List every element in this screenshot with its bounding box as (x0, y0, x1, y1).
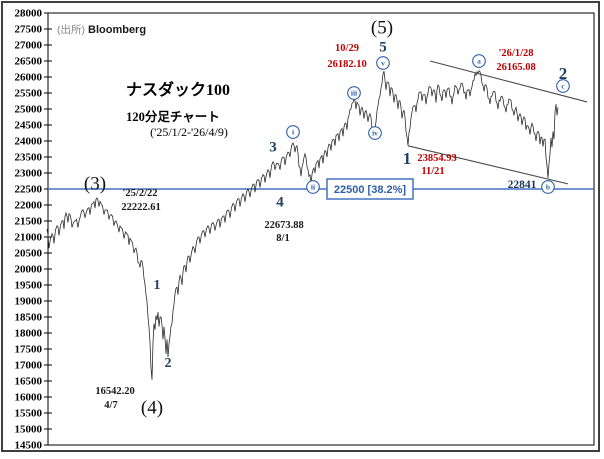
y-tick-label: 21500 (15, 216, 43, 228)
y-tick-label: 20500 (15, 248, 43, 260)
y-tick-label: 14500 (15, 440, 43, 452)
price-note-black: 4/7 (104, 400, 117, 411)
price-note-black: 22673.88 (264, 220, 303, 231)
wave-circle (556, 79, 570, 93)
y-tick-label: 15500 (15, 408, 43, 420)
fib-label-box (326, 178, 414, 200)
trend-line (429, 60, 588, 103)
wave-circled-label: c (561, 82, 565, 91)
y-tick-label: 24000 (15, 136, 43, 148)
price-note-black: 16542.20 (95, 386, 134, 397)
y-tick-label: 23000 (15, 168, 43, 180)
price-line (46, 70, 559, 380)
y-tick-label: 27000 (15, 40, 43, 52)
plot-border (47, 12, 595, 446)
y-tick-label: 24500 (15, 120, 43, 132)
figure-border (1, 1, 600, 452)
wave-major-label: (4) (141, 398, 163, 419)
y-tick-label: 16000 (15, 392, 43, 404)
wave-circled-label: b (546, 183, 550, 192)
price-note-red: 11/21 (421, 166, 444, 177)
wave-minor-label: 1 (154, 278, 161, 293)
wave-circled-label: ii (311, 183, 315, 192)
chart-date-range: ('25/1/2-'26/4/9) (150, 125, 228, 139)
y-tick-label: 25000 (15, 104, 43, 116)
y-tick-label: 26000 (15, 72, 43, 84)
chart-subtitle: 120分足チャート (126, 109, 220, 124)
wave-minor-label: 5 (379, 39, 387, 55)
wave-circle (347, 86, 361, 100)
wave-circle (306, 180, 320, 194)
wave-major-label: (3) (84, 174, 106, 195)
y-tick-label: 22000 (15, 200, 43, 212)
price-note-red: '26/1/28 (498, 48, 533, 59)
price-note-black: 8/1 (276, 233, 289, 244)
trend-line (407, 145, 569, 185)
y-tick-label: 16500 (15, 376, 43, 388)
price-series (46, 70, 559, 380)
y-tick-label: 26500 (15, 56, 43, 68)
price-note-red: 10/29 (335, 43, 359, 54)
y-tick-label: 28000 (15, 8, 43, 20)
wave-major-label: (5) (371, 18, 393, 39)
y-tick-label: 18500 (15, 312, 43, 324)
y-tick-label: 18000 (15, 328, 43, 340)
wave-minor-label: 4 (276, 194, 284, 210)
y-tick-label: 21000 (15, 232, 43, 244)
price-note-black: '25/2/22 (122, 188, 157, 199)
wave-minor-label: 2 (559, 64, 568, 83)
y-tick-label: 20000 (15, 264, 43, 276)
y-axis: 28000 27500 27000 26500 26000 25500 25000 24500… (15, 8, 52, 452)
chart-title: ナスダック100 (126, 80, 230, 99)
wave-circle (472, 54, 486, 68)
price-note-navy: 22841 (508, 179, 537, 191)
wave-circled-label: iii (351, 89, 357, 98)
y-tick-label: 15000 (15, 424, 43, 436)
price-note-red: 26165.08 (496, 62, 535, 73)
y-tick-label: 25500 (15, 88, 43, 100)
wave-circle (541, 180, 555, 194)
y-tick-label: 22500 (15, 184, 43, 196)
source-prefix: (出所) (57, 23, 85, 36)
fib-retracement-line: 22500 [38.2%] (48, 178, 594, 200)
wave-circle (368, 126, 382, 140)
wave-minor-label: 3 (269, 139, 277, 155)
source-name: Bloomberg (88, 24, 146, 36)
price-note-red: 26182.10 (327, 59, 366, 70)
y-tick-label: 17500 (15, 344, 43, 356)
price-note-red: 23854.93 (417, 153, 456, 164)
y-tick-label: 17000 (15, 360, 43, 372)
wave-circled-label: i (292, 128, 294, 137)
y-tick-label: 23500 (15, 152, 43, 164)
price-note-black: 22222.61 (121, 202, 160, 213)
wave-minor-label: 1 (403, 149, 412, 168)
wave-circled-label: v (381, 59, 385, 68)
trend-channel-lines (407, 60, 588, 185)
y-tick-label: 19000 (15, 296, 43, 308)
wave-circled-label: a (477, 57, 481, 66)
wave-circled-label: iv (372, 129, 378, 138)
y-tick-label: 27500 (15, 24, 43, 36)
fib-label: 22500 [38.2%] (334, 184, 406, 196)
y-tick-label: 19500 (15, 280, 43, 292)
wave-circle (286, 125, 300, 139)
wave-circle (376, 56, 390, 70)
wave-minor-label: 2 (165, 356, 172, 371)
